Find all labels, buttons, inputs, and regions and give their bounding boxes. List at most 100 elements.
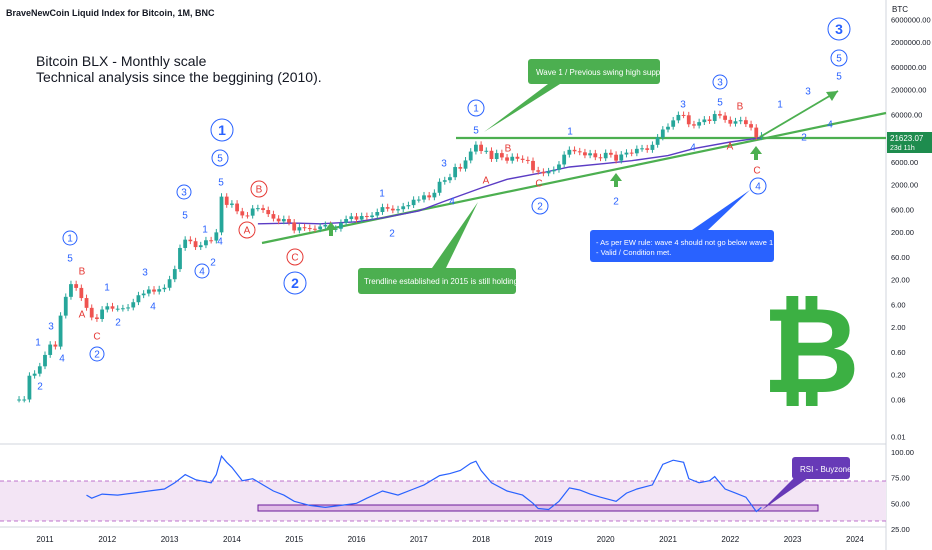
candle-body — [640, 148, 644, 150]
candle-body — [411, 199, 416, 206]
wave-label-circle — [286, 248, 304, 266]
candle-body — [541, 171, 546, 174]
wave-label-circle — [827, 17, 851, 41]
wave-label: A — [244, 226, 251, 237]
candle-body — [520, 158, 525, 160]
candle-body — [370, 215, 374, 218]
wave-label: 3 — [181, 188, 187, 199]
wave-label: 2 — [115, 318, 121, 329]
callout-trendline-2015[interactable]: Trendline established in 2015 is still h… — [358, 202, 520, 294]
candle-body — [442, 180, 447, 182]
candle-body — [167, 279, 172, 288]
candle-body — [645, 148, 650, 150]
candle-body — [74, 284, 79, 288]
rsi-tick-label: 50.00 — [891, 499, 910, 508]
wave-label: 3 — [48, 322, 54, 333]
price-axis[interactable]: 6000000.00 2000000.00 600000.00 200000.00 60… — [891, 16, 931, 442]
candle-body — [728, 119, 733, 124]
candle-body — [292, 222, 297, 231]
price-tick-label: 600000.00 — [891, 63, 926, 72]
wave-label-circle — [467, 99, 485, 117]
wave-label-circle — [830, 49, 848, 67]
wave-label: 5 — [217, 154, 223, 165]
projection-arrowhead — [826, 91, 838, 101]
callout-rsi-buyzone[interactable]: RSI - Buyzone — [762, 457, 852, 510]
candle-body — [660, 129, 665, 138]
candle-body — [79, 287, 84, 299]
wave-label-circle — [62, 230, 78, 246]
candle-body — [188, 239, 193, 242]
candle-body — [712, 114, 717, 121]
candle-body — [479, 144, 483, 152]
candle-body — [702, 119, 707, 123]
wave-label: 5 — [218, 178, 224, 189]
candle-body — [120, 308, 125, 310]
candle-body — [22, 399, 27, 401]
callout-ew-rule[interactable]: - As per EW rule: wave 4 should not go b… — [590, 190, 774, 262]
candle-body — [318, 226, 323, 230]
candle-body — [494, 153, 499, 160]
candle-body — [37, 366, 42, 374]
wave-label: A — [483, 176, 490, 187]
candle-body — [131, 302, 136, 308]
wave-label: 5 — [473, 126, 479, 137]
wave-label: 3 — [835, 21, 843, 37]
wave-label: C — [535, 179, 542, 190]
candle-body — [100, 309, 105, 320]
price-tick-label: 6000000.00 — [891, 16, 931, 25]
price-tick-label: 0.60 — [891, 348, 906, 357]
candle-body — [505, 157, 509, 161]
time-tick-label: 2016 — [348, 535, 366, 544]
candle-body — [339, 222, 343, 229]
candle-body — [63, 296, 68, 316]
candle-body — [416, 199, 421, 201]
candle-body — [266, 210, 271, 215]
candle-body — [157, 289, 162, 292]
price-tick-label: 60.00 — [891, 253, 910, 262]
candle-body — [349, 216, 354, 220]
currency-label: BTC — [892, 5, 908, 14]
candle-body — [634, 148, 639, 154]
main-panel — [0, 0, 886, 440]
support-arrow-2020 — [610, 173, 622, 187]
wave-label: 3 — [805, 87, 811, 98]
wave-label: 3 — [441, 159, 447, 170]
candle-body — [567, 149, 572, 155]
candle-body — [733, 121, 738, 124]
callout-ew-line2: - Valid / Condition met. — [596, 248, 671, 257]
price-badge: 21623.07 23d 11h — [887, 132, 932, 153]
candle-body — [406, 205, 411, 207]
wave-label: 1 — [35, 338, 41, 349]
candle-body — [531, 160, 535, 171]
time-tick-label: 2017 — [410, 535, 428, 544]
candle-body — [27, 375, 32, 400]
price-badge-value: 21623.07 — [890, 134, 924, 143]
wave-label: 4 — [217, 237, 223, 248]
wave-label: 5 — [836, 72, 842, 83]
wave-label-circle — [89, 346, 105, 362]
candle-body — [681, 114, 686, 116]
wave-label: 2 — [37, 382, 43, 393]
candle-body — [427, 195, 432, 198]
price-tick-label: 6000.00 — [891, 158, 918, 167]
time-tick-label: 2011 — [36, 535, 54, 544]
candle-body — [364, 216, 369, 218]
price-tick-label: 0.01 — [891, 432, 906, 441]
price-tick-label: 0.20 — [891, 371, 906, 380]
candle-body — [302, 227, 307, 229]
wave-label: 1 — [379, 189, 385, 200]
price-tick-label: 20.00 — [891, 276, 910, 285]
time-axis[interactable]: 2011 2012 2013 2014 2015 2016 2017 2018 2019 2020… — [36, 535, 864, 544]
candle-body — [89, 307, 94, 318]
callout-wave1-support[interactable]: Wave 1 / Previous swing high support — [484, 59, 670, 132]
candle-body — [603, 152, 608, 159]
wave-label: 2 — [801, 133, 807, 144]
candle-body — [385, 207, 390, 209]
price-tick-label: 200000.00 — [891, 86, 926, 95]
price-tick-label: 600.00 — [891, 206, 914, 215]
candle-body — [271, 214, 276, 219]
time-tick-label: 2023 — [784, 535, 802, 544]
wave-label: C — [93, 332, 100, 343]
wave-label: 3 — [717, 78, 723, 89]
